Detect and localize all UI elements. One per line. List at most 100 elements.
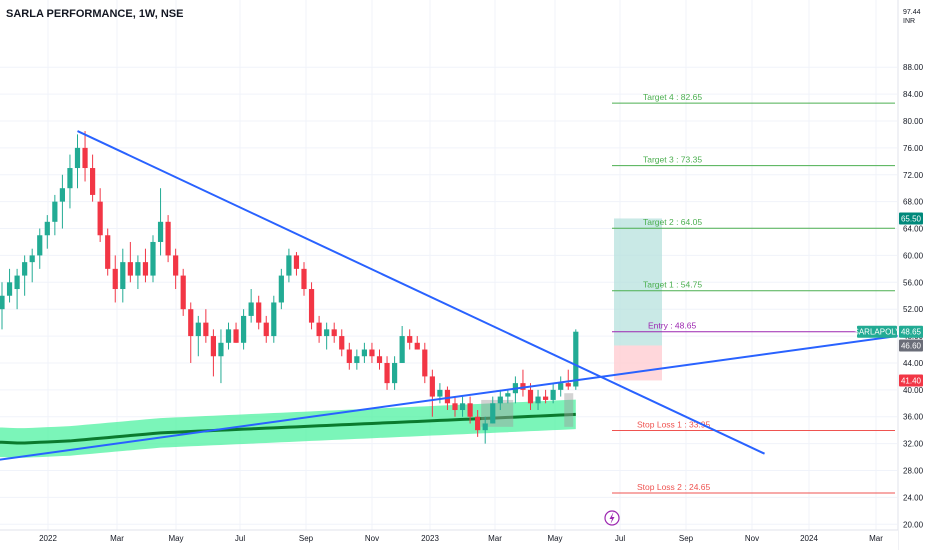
candle-body: [376, 356, 383, 363]
price-tick-label: 60.00: [903, 251, 924, 260]
loss-zone: [614, 345, 662, 381]
price-tick-label: 76.00: [903, 144, 924, 153]
candle-body: [97, 201, 103, 236]
price-axis[interactable]: 20.0024.0028.0032.0036.0040.0044.0048.00…: [897, 0, 932, 550]
candle-body: [535, 396, 541, 404]
candle-body: [233, 329, 239, 343]
time-tick-label: Nov: [365, 534, 379, 543]
trendline-support[interactable]: [0, 329, 932, 461]
price-tick-label: 84.00: [903, 90, 924, 99]
candle-body: [573, 331, 579, 387]
currency-top-value: 97.44: [903, 9, 921, 16]
candle-body: [127, 262, 133, 276]
candle-body: [248, 302, 254, 316]
candle-body: [271, 302, 277, 337]
candle-body: [301, 268, 307, 290]
level-label: Target 1 : 54.75: [643, 280, 702, 290]
candle-body: [452, 403, 458, 411]
candle-body: [437, 389, 443, 397]
time-tick-label: Jul: [615, 534, 625, 543]
candle-body: [286, 255, 292, 276]
candle-body: [278, 275, 284, 303]
price-tick-label: 32.00: [903, 440, 924, 449]
candle-body: [482, 423, 488, 431]
price-tick-label: 64.00: [903, 225, 924, 234]
price-tick-label: 80.00: [903, 117, 924, 126]
trendline-resistance[interactable]: [77, 130, 765, 455]
currency-code: INR: [903, 18, 916, 25]
candle-body: [105, 235, 111, 269]
candle-body: [565, 383, 571, 387]
candle-body: [369, 349, 375, 357]
price-axis-bg: [898, 0, 932, 550]
price-tick-label: 40.00: [903, 386, 924, 395]
candle-body: [44, 221, 50, 236]
price-tick-label: 88.00: [903, 63, 924, 72]
time-tick-label: 2022: [39, 534, 57, 543]
ticker-badge: [857, 325, 897, 338]
level-label: Target 3 : 73.35: [643, 155, 702, 165]
candle-body: [157, 221, 164, 242]
candle-body: [361, 349, 367, 357]
candle-body: [22, 262, 28, 276]
time-tick-label: Mar: [110, 534, 124, 543]
candle-body: [429, 376, 435, 397]
level-label: Target 2 : 64.05: [643, 217, 702, 227]
candle-body: [399, 336, 405, 363]
candle-body: [324, 329, 330, 337]
candle-body: [339, 336, 345, 350]
candle-body: [203, 322, 209, 337]
time-tick-label: Sep: [299, 534, 314, 543]
level-label: Entry : 48.65: [648, 321, 696, 331]
time-tick-label: May: [168, 534, 183, 543]
candle-body: [142, 262, 149, 276]
price-badge: [899, 212, 923, 225]
price-tick-label: 28.00: [903, 467, 924, 476]
candle-body: [558, 383, 564, 390]
candle-body: [392, 362, 398, 384]
candle-body: [414, 342, 420, 350]
candle-body: [241, 315, 247, 343]
price-tick-label: 44.00: [903, 359, 924, 368]
candle-body: [497, 396, 503, 404]
chart-misc: [604, 510, 620, 526]
price-badge-label: 46.60: [901, 341, 922, 350]
candle-body: [29, 255, 35, 263]
time-tick-label: 2024: [800, 534, 818, 543]
time-axis[interactable]: 2022 Mar May Jul Sep Nov 2023 Mar May Jul Sep Nov 20…: [0, 529, 898, 550]
candle-body: [180, 275, 186, 310]
profit-zone: [614, 218, 662, 346]
candle-body: [173, 255, 179, 276]
time-tick-label: May: [547, 534, 562, 543]
currency-label: 97.44 INR: [903, 8, 921, 26]
price-tick-label: 56.00: [903, 278, 924, 287]
price-badge-label: 65.50: [901, 214, 922, 223]
highlight-box: [564, 393, 574, 427]
candlestick-series: [0, 131, 579, 444]
candle-body: [331, 329, 337, 337]
candle-body: [0, 295, 5, 310]
candle-body: [467, 403, 473, 417]
price-tick-label: 72.00: [903, 171, 924, 180]
candle-body: [218, 342, 224, 357]
trendlines[interactable]: [0, 130, 932, 461]
candle-body: [346, 349, 352, 363]
price-badges: 65.50 SARLAPOLY 48.65 46.60 41.40: [854, 212, 923, 387]
time-tick-label: Jul: [235, 534, 245, 543]
candle-body: [210, 336, 216, 357]
candle-body: [112, 268, 118, 290]
time-tick-label: Mar: [869, 534, 883, 543]
price-tick-label: 24.00: [903, 493, 924, 502]
candle-body: [120, 262, 126, 290]
candle-body: [444, 389, 451, 404]
candle-body: [490, 403, 496, 424]
candle-body: [527, 389, 534, 404]
price-badge-label: 41.40: [901, 376, 922, 385]
ticker-badge-label: SARLAPOLY: [854, 328, 902, 337]
level-label: Stop Loss 2 : 24.65: [637, 482, 711, 492]
candle-body: [384, 362, 390, 384]
candle-body: [135, 262, 141, 276]
time-tick-label: Nov: [745, 534, 759, 543]
price-tick-label: 52.00: [903, 305, 924, 314]
